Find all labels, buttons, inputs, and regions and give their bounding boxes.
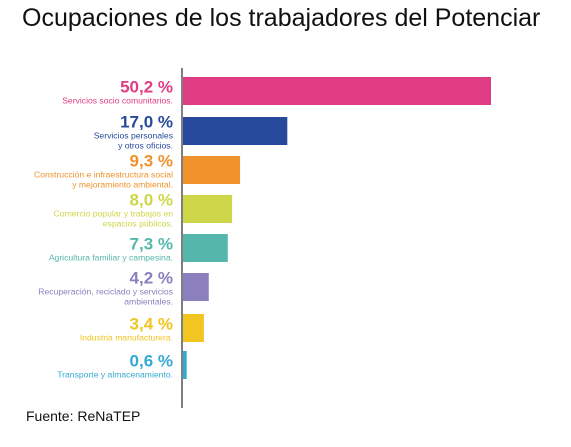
category-label: Industria manufacturera.	[80, 333, 173, 343]
bar	[183, 77, 491, 105]
value-label: 3,4 %	[130, 315, 173, 334]
value-label: 7,3 %	[130, 235, 173, 254]
value-label: 0,6 %	[130, 352, 173, 371]
bar	[183, 156, 241, 184]
bar	[183, 351, 187, 379]
value-label: 9,3 %	[130, 152, 173, 171]
value-label: 4,2 %	[130, 269, 173, 288]
category-label: Recuperación, reciclado y servicios ambie…	[38, 287, 173, 307]
category-label: Construcción e infraestructura social y m…	[34, 170, 173, 190]
bar	[183, 234, 228, 262]
value-label: 17,0 %	[120, 113, 173, 132]
category-label: Servicios personales y otros oficios.	[94, 131, 173, 151]
bar	[183, 314, 204, 342]
category-label: Agricultura familiar y campesina.	[49, 253, 173, 263]
category-label: Servicios socio comunitarios.	[62, 96, 173, 106]
bar	[183, 195, 233, 223]
value-label: 8,0 %	[130, 191, 173, 210]
bar	[183, 117, 288, 145]
value-label: 50,2 %	[120, 78, 173, 97]
chart-title: Ocupaciones de los trabajadores del Pote…	[22, 4, 541, 32]
bar	[183, 273, 209, 301]
category-label: Comercio popular y trabajos en espacios p…	[54, 209, 174, 229]
source-note: Fuente: ReNaTEP	[26, 408, 141, 424]
category-label: Transporte y almacenamiento.	[57, 370, 173, 380]
